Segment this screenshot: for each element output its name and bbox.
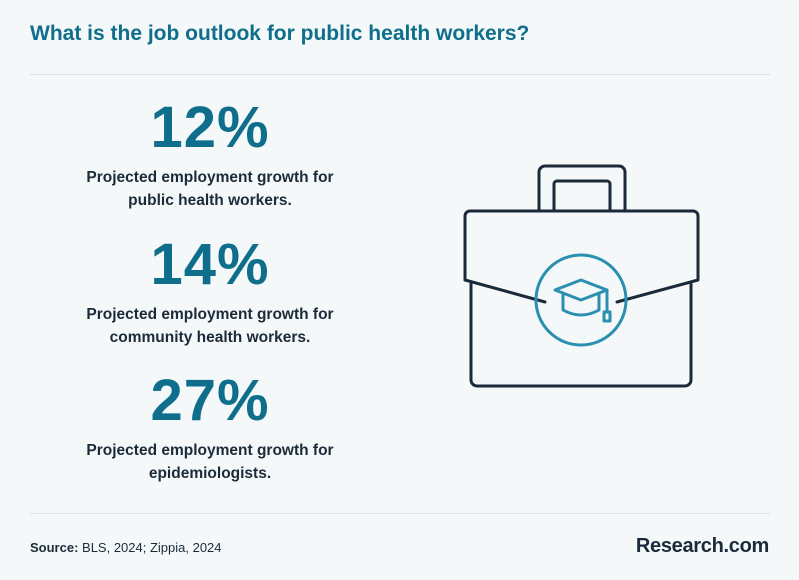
stat-description-line: community health workers. bbox=[109, 329, 311, 346]
stat-community-health: 14% Projected employment growth for comm… bbox=[60, 235, 360, 349]
stat-description: Projected employment growth for epidemio… bbox=[60, 439, 360, 485]
bottom-divider bbox=[30, 513, 770, 514]
briefcase-graduation-cap-icon bbox=[455, 160, 705, 395]
stat-description-line: Projected employment growth for bbox=[86, 169, 334, 186]
top-divider bbox=[30, 74, 770, 75]
stat-public-health: 12% Projected employment growth for publ… bbox=[60, 98, 360, 212]
stat-epidemiologists: 27% Projected employment growth for epid… bbox=[60, 371, 360, 485]
stat-value: 12% bbox=[150, 95, 270, 160]
stat-description: Projected employment growth for communit… bbox=[60, 303, 360, 349]
source-note: Source: BLS, 2024; Zippia, 2024 bbox=[30, 540, 222, 555]
brand-logo: Research.com bbox=[635, 535, 769, 557]
stat-value: 14% bbox=[150, 232, 270, 297]
stat-description-line: Projected employment growth for bbox=[86, 306, 334, 323]
source-label: Source: bbox=[30, 540, 79, 555]
stat-value: 27% bbox=[150, 368, 270, 433]
stat-description-line: Projected employment growth for bbox=[86, 442, 334, 459]
stat-description: Projected employment growth for public h… bbox=[60, 166, 360, 212]
source-text: BLS, 2024; Zippia, 2024 bbox=[82, 540, 222, 555]
page-title: What is the job outlook for public healt… bbox=[30, 22, 530, 45]
stat-description-line: public health workers. bbox=[128, 192, 292, 209]
stat-description-line: epidemiologists. bbox=[148, 465, 272, 482]
